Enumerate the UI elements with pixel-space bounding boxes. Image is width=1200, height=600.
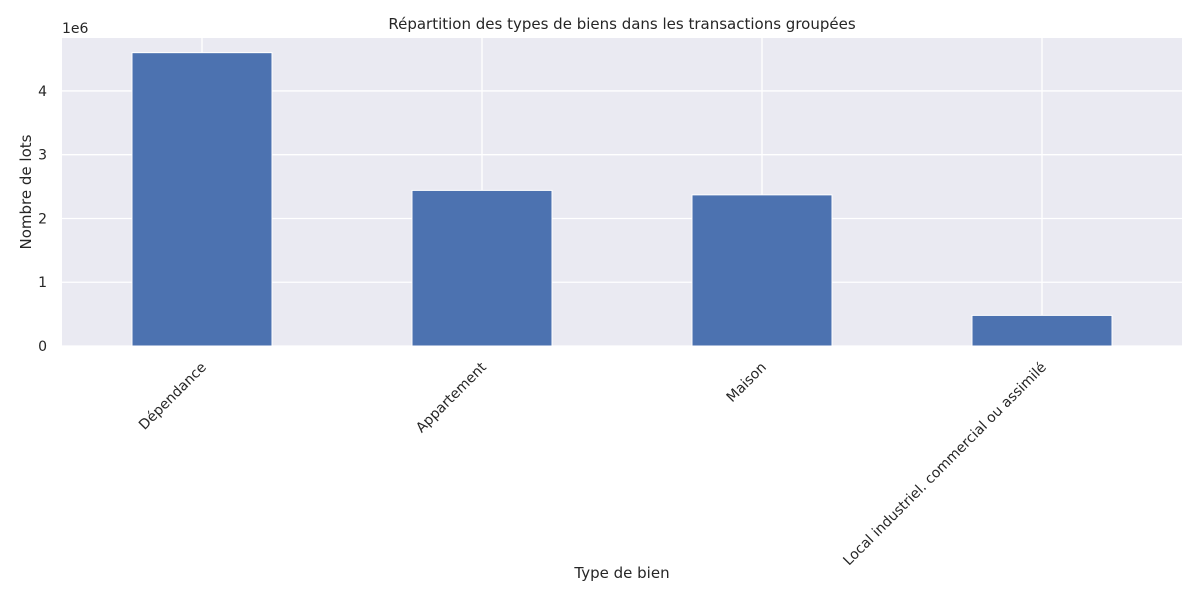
y-tick-label: 1 [38,275,47,291]
x-tick-label: Dépendance [136,360,210,434]
x-tick-label: Maison [724,360,770,406]
y-axis-ticks: 0 1 2 3 4 [38,84,47,355]
x-tick-label: Local industriel. commercial ou assimilé [840,360,1049,569]
bar [131,52,273,347]
bar [971,314,1113,347]
y-axis-label: Nombre de lots [17,134,35,249]
y-axis-offset-label: 1e6 [62,21,89,37]
y-tick-label: 4 [38,84,47,100]
chart-title: Répartition des types de biens dans les … [388,15,855,33]
y-tick-label: 3 [38,148,47,164]
x-tick-label: Appartement [413,359,490,436]
x-axis-ticks: Dépendance Appartement Maison Local industr… [136,359,1050,569]
bar [411,189,553,347]
bars [131,52,1113,347]
y-tick-label: 2 [38,211,47,227]
x-axis-label: Type de bien [573,564,669,582]
y-tick-label: 0 [38,339,47,355]
bar [691,194,833,347]
